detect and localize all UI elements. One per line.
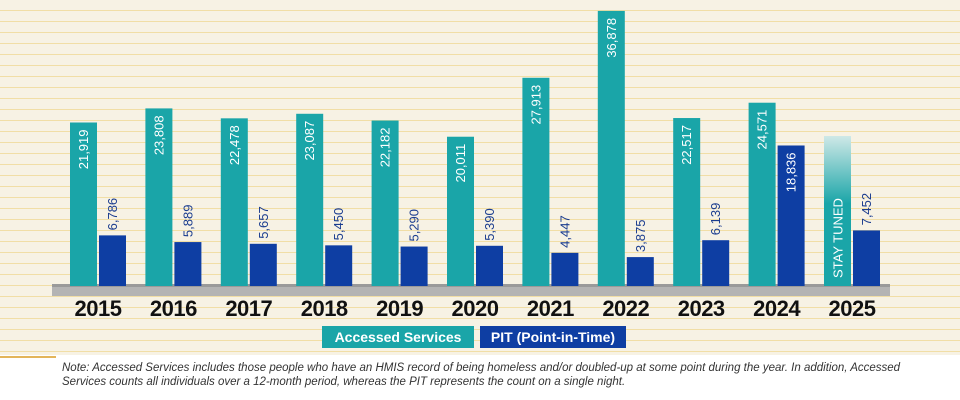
pit-label-2022: 3,875 <box>633 220 648 253</box>
legend-pit-label: PIT (Point-in-Time) <box>491 329 615 345</box>
note-divider <box>0 356 56 358</box>
pit-bar-2021 <box>551 252 579 286</box>
pit-bar-2023 <box>702 240 730 286</box>
pit-bar-2020 <box>476 245 503 286</box>
pit-bar-2019 <box>400 246 428 286</box>
pit-label-2019: 5,290 <box>407 209 422 242</box>
accessed-bar-2024 <box>748 102 776 286</box>
pit-label-2016: 5,889 <box>180 205 195 238</box>
accessed-label-2015: 21,919 <box>76 129 91 169</box>
year-label-2019: 2019 <box>376 296 423 321</box>
pit-label-2020: 5,390 <box>482 208 497 241</box>
year-label-2017: 2017 <box>225 296 272 321</box>
pit-label-2024: 18,836 <box>784 152 799 192</box>
legend-pit-swatch <box>480 326 626 348</box>
pit-bar-2016 <box>174 242 202 286</box>
accessed-bar-2015 <box>70 122 97 286</box>
year-label-2018: 2018 <box>301 296 348 321</box>
pit-label-2023: 6,139 <box>708 203 723 236</box>
legend-accessed-swatch <box>322 326 474 348</box>
pit-label-2017: 5,657 <box>256 206 271 239</box>
accessed-bar-2016 <box>145 108 173 287</box>
year-label-2023: 2023 <box>678 296 725 321</box>
year-label-2024: 2024 <box>753 296 801 321</box>
pit-label-2025: 7,452 <box>859 193 874 226</box>
year-label-2022: 2022 <box>602 296 649 321</box>
pit-bar-2017 <box>249 243 277 286</box>
accessed-bar-2023 <box>673 118 701 286</box>
year-label-2016: 2016 <box>150 296 197 321</box>
pit-bar-2025 <box>853 230 880 286</box>
year-label-2020: 2020 <box>452 296 499 321</box>
year-label-2025: 2025 <box>829 296 876 321</box>
bar-chart: 21,919 6,786 2015 23,808 5,889 2016 22,478 5,65… <box>52 10 890 348</box>
pit-bar-2024 <box>777 145 805 286</box>
pit-label-2015: 6,786 <box>105 198 120 231</box>
pit-bar-2015 <box>99 235 126 286</box>
accessed-label-2023: 22,517 <box>679 125 694 165</box>
placeholder-bar-2025 <box>824 136 851 286</box>
accessed-label-2016: 23,808 <box>151 115 166 155</box>
stay-tuned-label: STAY TUNED <box>831 198 846 278</box>
accessed-label-2022: 36,878 <box>604 18 619 58</box>
year-label-2015: 2015 <box>75 296 122 321</box>
accessed-label-2017: 22,478 <box>227 125 242 165</box>
year-label-2021: 2021 <box>527 296 574 321</box>
accessed-bar-2022 <box>597 10 625 286</box>
pit-label-2021: 4,447 <box>557 215 572 248</box>
accessed-bar-2019 <box>371 120 399 286</box>
accessed-label-2021: 27,913 <box>528 85 543 125</box>
pit-bar-2022 <box>626 257 654 286</box>
accessed-label-2024: 24,571 <box>755 110 770 150</box>
accessed-bar-2018 <box>296 113 324 286</box>
accessed-label-2019: 22,182 <box>378 128 393 168</box>
chart-panel: 21,919 6,786 2015 23,808 5,889 2016 22,478 5,65… <box>0 0 960 355</box>
pit-bar-2018 <box>325 245 353 286</box>
footnote: Note: Accessed Services includes those p… <box>62 362 901 388</box>
accessed-label-2020: 20,011 <box>453 144 468 183</box>
accessed-label-2018: 23,087 <box>302 121 317 161</box>
accessed-bar-2020 <box>447 136 474 286</box>
accessed-bar-2021 <box>522 77 550 286</box>
legend-accessed-label: Accessed Services <box>335 329 462 345</box>
pit-label-2018: 5,450 <box>331 208 346 241</box>
accessed-bar-2017 <box>220 118 248 287</box>
